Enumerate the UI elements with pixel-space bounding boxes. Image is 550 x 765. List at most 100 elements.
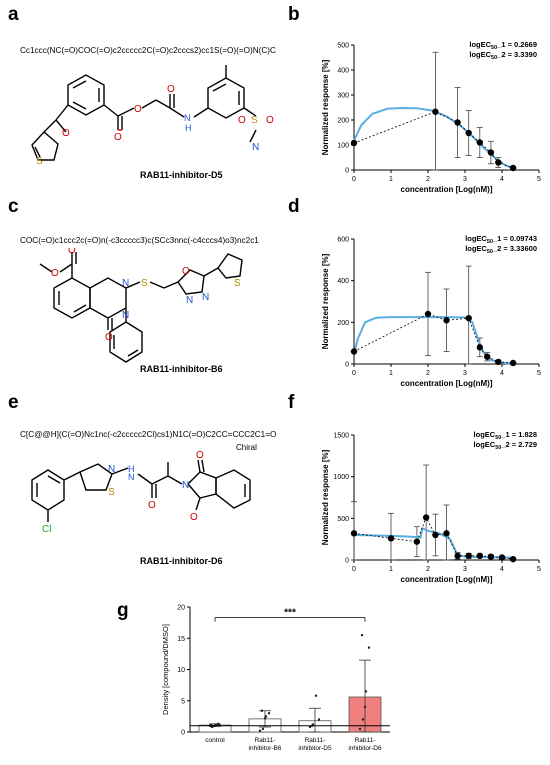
y-tick-label: 15 <box>177 636 185 643</box>
svg-text:N: N <box>122 278 129 289</box>
x-axis-label: concentration [Log(nM)] <box>401 379 493 388</box>
x-tick-label: 0 <box>352 370 356 377</box>
y-tick-label: 20 <box>177 605 185 612</box>
data-connector <box>353 516 514 560</box>
y-tick-label: 0 <box>345 558 349 565</box>
data-dot <box>367 646 371 649</box>
svg-text:O: O <box>182 266 190 277</box>
x-tick-label: inhibitor-B6 <box>249 745 282 752</box>
panel-label-a: a <box>8 4 19 25</box>
svg-text:O: O <box>134 104 142 115</box>
data-point <box>443 317 450 324</box>
panel-label-f: f <box>288 392 295 413</box>
ec50-annotation: logEC50_1 = 0.09743 <box>465 234 537 245</box>
fit-curve <box>353 316 514 365</box>
y-tick-label: 400 <box>337 278 349 285</box>
x-tick-label: Rab11- <box>305 737 326 744</box>
density-bar-chart: 0 5 10 15 20 Density [compound/DMSO] control Ra… <box>161 605 390 752</box>
svg-text:O: O <box>62 128 70 139</box>
x-tick-label: inhibitor-D5 <box>298 745 332 752</box>
y-tick-label: 0 <box>345 168 349 175</box>
x-tick-label: 3 <box>463 176 467 183</box>
ec50-annotation: logEC50_1 = 0.2669 <box>469 40 537 51</box>
data-point <box>350 139 358 147</box>
x-tick-label: 3 <box>463 370 467 377</box>
y-tick-label: 10 <box>177 667 185 674</box>
svg-text:N: N <box>202 292 209 303</box>
x-tick-label: 2 <box>426 370 430 377</box>
data-point <box>487 553 495 560</box>
smiles-b6: COC(=O)c1ccc2c(=O)n(-c3ccccc3)c(SCc3nnc(… <box>20 236 259 245</box>
svg-text:N: N <box>128 472 135 482</box>
data-point <box>487 149 495 156</box>
data-point <box>465 314 472 322</box>
data-dot <box>258 729 262 732</box>
x-tick-label: 5 <box>537 566 541 573</box>
data-point <box>495 358 502 366</box>
data-dot <box>363 705 367 709</box>
y-axis-label: Normalized response [%] <box>321 253 330 349</box>
x-axis-label: concentration [Log(nM)] <box>401 575 493 584</box>
dose-response-chart-b6: 0 200 400 600 0 1 2 3 4 5 concentration [Log(nM)] N… <box>321 234 541 388</box>
data-point <box>350 348 358 355</box>
x-tick-label: 1 <box>389 566 393 573</box>
compound-name-d5: RAB11-inhibitor-D5 <box>140 170 223 180</box>
data-dot <box>361 718 365 721</box>
x-tick-label: 2 <box>426 566 430 573</box>
svg-text:O: O <box>167 84 175 95</box>
data-dot <box>263 717 267 720</box>
y-tick-label: 5 <box>181 698 185 705</box>
significance-label: *** <box>284 608 296 619</box>
ec50-annotation: logEC50_2 = 3.3390 <box>469 50 537 61</box>
y-tick-label: 1000 <box>333 474 349 481</box>
data-dot <box>317 718 321 721</box>
x-tick-label: 5 <box>537 370 541 377</box>
y-tick-label: 600 <box>337 237 349 244</box>
x-tick-label: 3 <box>463 566 467 573</box>
svg-text:N: N <box>108 464 115 475</box>
svg-text:O: O <box>190 512 198 523</box>
data-point <box>443 530 450 537</box>
data-point <box>465 129 472 137</box>
y-tick-label: 300 <box>337 93 349 100</box>
svg-text:S: S <box>251 115 258 126</box>
svg-text:N: N <box>182 480 189 491</box>
y-axis-label: Density [compound/DMSO] <box>161 624 170 715</box>
y-tick-label: 0 <box>345 362 349 369</box>
svg-text:O: O <box>148 500 156 511</box>
data-point <box>476 552 483 560</box>
y-tick-label: 200 <box>337 320 349 327</box>
data-dot <box>261 727 265 731</box>
data-dot <box>210 725 214 729</box>
svg-text:N: N <box>122 310 129 321</box>
y-tick-label: 200 <box>337 118 349 125</box>
molecule-d6: Cl S N H N O N O O <box>31 450 251 535</box>
x-tick-label: inhibitor-D6 <box>348 745 382 752</box>
svg-text:O: O <box>266 115 274 126</box>
svg-text:O: O <box>105 332 113 343</box>
smiles-d6: C[C@@H](C(=O)Nc1nc(-c2ccccc2Cl)cs1)N1C(=… <box>20 430 277 439</box>
svg-text:H: H <box>185 123 192 133</box>
svg-text:O: O <box>238 115 246 126</box>
x-tick-label: 2 <box>426 176 430 183</box>
data-point <box>509 555 517 563</box>
dose-response-chart-d5: 0 100 200 300 400 500 0 1 2 3 4 5 concentration [Log… <box>321 40 541 194</box>
x-tick-label: 4 <box>500 176 504 183</box>
y-tick-label: 1500 <box>333 433 349 440</box>
data-dot <box>308 725 312 729</box>
data-point <box>454 119 461 126</box>
molecule-b6: O O O N N S O N N S <box>39 248 243 363</box>
y-tick-label: 500 <box>337 516 349 523</box>
data-point <box>465 552 472 560</box>
data-dot <box>216 722 220 726</box>
panel-label-c: c <box>8 196 19 217</box>
data-point <box>476 344 483 351</box>
svg-text:S: S <box>108 487 115 498</box>
fit-curve <box>353 106 514 169</box>
y-axis-label: Normalized response [%] <box>321 449 330 545</box>
data-point <box>387 535 395 542</box>
svg-text:O: O <box>68 248 76 256</box>
data-dot <box>314 694 318 697</box>
x-tick-label: 1 <box>389 176 393 183</box>
